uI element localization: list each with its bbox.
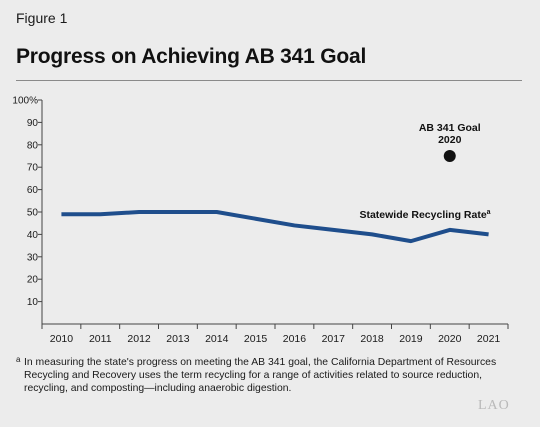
footnote: a In measuring the state's progress on m… xyxy=(16,355,520,395)
title-divider xyxy=(16,80,522,81)
goal-label-line2: 2020 xyxy=(438,134,462,146)
x-tick-label: 2010 xyxy=(50,333,74,345)
y-tick-label: 80 xyxy=(27,140,39,151)
x-tick-label: 2015 xyxy=(244,333,268,345)
x-tick-label: 2020 xyxy=(438,333,462,345)
x-axis: 2010 2011 2012 2013 2014 2015 2016 2017 2018 2019… xyxy=(41,323,509,345)
x-tick-label: 2013 xyxy=(166,333,190,345)
y-tick-label: 30 xyxy=(27,252,39,263)
y-tick-label: 20 xyxy=(27,275,39,286)
y-tick-label: 50 xyxy=(27,208,39,219)
page-title: Progress on Achieving AB 341 Goal xyxy=(16,45,367,68)
lao-logo: LAO xyxy=(478,398,510,413)
footnote-text: In measuring the state's progress on mee… xyxy=(24,357,497,394)
series-line-recycling-rate xyxy=(61,210,489,244)
y-tick-label: 40 xyxy=(27,230,39,241)
y-tick-label: 10 xyxy=(27,297,39,308)
figure-label: Figure 1 xyxy=(16,10,68,26)
x-tick-label: 2019 xyxy=(399,333,423,345)
y-tick-label: 90 xyxy=(27,118,39,129)
y-tick-label: 60 xyxy=(27,185,39,196)
x-tick-label: 2017 xyxy=(322,333,346,345)
x-tick-label: 2018 xyxy=(360,333,384,345)
series-label-superscript: a xyxy=(487,209,491,216)
footnote-marker: a xyxy=(16,355,21,364)
y-tick-label: 70 xyxy=(27,163,39,174)
series-label: Statewide Recycling Ratea xyxy=(359,209,490,221)
x-tick-label: 2021 xyxy=(477,333,501,345)
y-axis: 10 20 30 40 50 60 70 80 90 100% xyxy=(12,96,43,324)
x-tick-label: 2011 xyxy=(89,333,112,345)
x-tick-label: 2016 xyxy=(283,333,307,345)
series-layer: Statewide Recycling Ratea xyxy=(61,209,491,244)
x-tick-label: 2012 xyxy=(127,333,151,345)
goal-label-line1: AB 341 Goal xyxy=(419,122,481,134)
y-tick-label: 100% xyxy=(12,96,38,107)
x-tick-label: 2014 xyxy=(205,333,229,345)
goal-point xyxy=(443,150,456,162)
